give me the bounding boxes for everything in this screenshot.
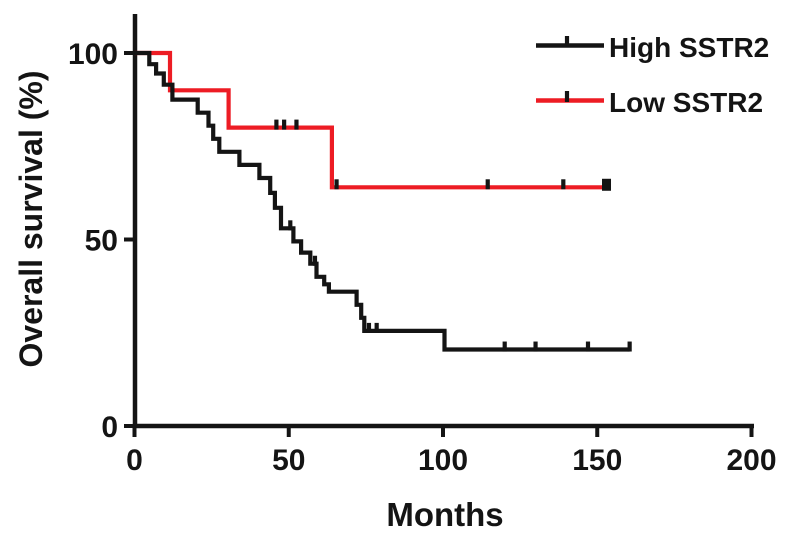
- plot-area: 0 50 100 150 200 0 50 100: [68, 14, 777, 477]
- x-tick-label: 0: [126, 444, 143, 477]
- y-axis-title: Overall survival (%): [13, 70, 49, 367]
- legend-label-high-sstr2: High SSTR2: [609, 32, 769, 63]
- x-axis-title: Months: [386, 496, 503, 533]
- x-tick-label: 150: [572, 444, 622, 477]
- y-tick-label: 0: [101, 411, 118, 444]
- legend-symbols: [536, 36, 604, 103]
- legend: High SSTR2 Low SSTR2: [536, 32, 769, 118]
- x-tick-label: 200: [726, 444, 776, 477]
- km-curve-low-sstr2: [134, 50, 607, 190]
- legend-label-low-sstr2: Low SSTR2: [609, 87, 763, 118]
- x-tick-label: 50: [272, 444, 305, 477]
- y-tick-label: 50: [85, 225, 118, 258]
- km-curve-high-sstr2: [134, 50, 630, 352]
- censor-mark-terminal: [602, 178, 612, 191]
- x-tick-label: 100: [418, 444, 468, 477]
- y-tick-label: 100: [68, 38, 118, 71]
